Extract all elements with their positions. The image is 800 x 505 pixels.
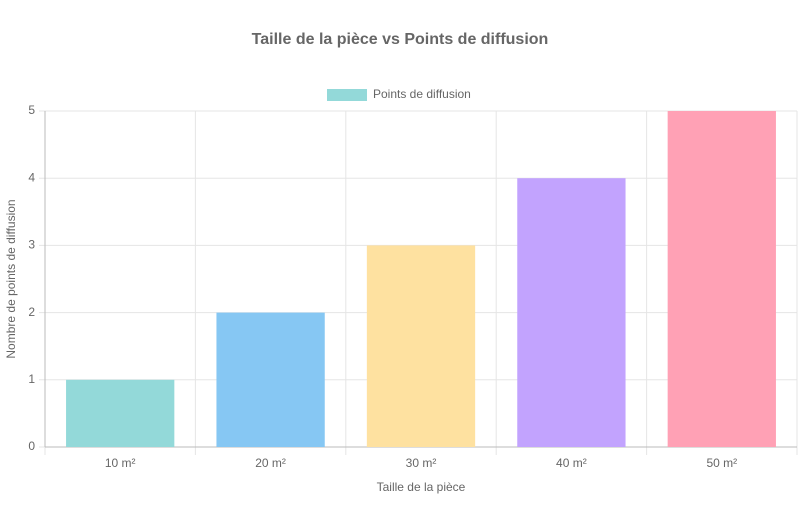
x-tick-label: 50 m² — [706, 456, 737, 470]
bar — [216, 312, 325, 447]
y-tick-label: 3 — [28, 238, 35, 252]
legend-swatch — [327, 89, 367, 101]
legend-label: Points de diffusion — [373, 87, 471, 101]
y-tick-label: 4 — [28, 170, 35, 184]
y-tick-label: 0 — [28, 439, 35, 453]
x-tick-label: 10 m² — [105, 456, 136, 470]
x-axis-label: Taille de la pièce — [377, 480, 466, 494]
bar — [517, 178, 626, 447]
bar — [667, 111, 776, 447]
y-axis-label: Nombre de points de diffusion — [4, 199, 18, 358]
bar — [66, 379, 175, 447]
y-tick-label: 2 — [28, 305, 35, 319]
x-tick-label: 20 m² — [255, 456, 286, 470]
chart-title: Taille de la pièce vs Points de diffusio… — [252, 31, 549, 48]
bar — [366, 245, 476, 447]
y-tick-label: 5 — [28, 103, 35, 117]
x-tick-label: 40 m² — [556, 456, 587, 470]
x-tick-label: 30 m² — [406, 456, 437, 470]
y-tick-label: 1 — [28, 372, 35, 386]
